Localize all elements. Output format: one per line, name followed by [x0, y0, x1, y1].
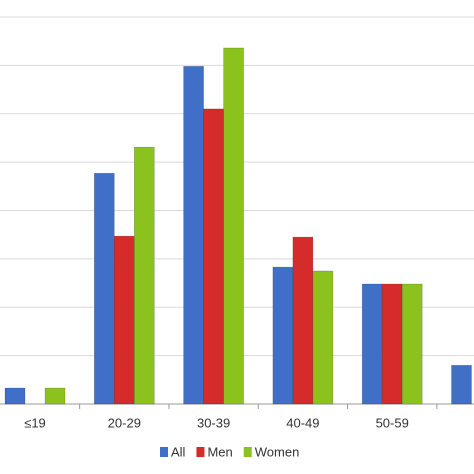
- bar: [381, 283, 403, 405]
- bar: [114, 235, 135, 405]
- legend-label: All: [171, 444, 186, 459]
- legend-label: Men: [207, 444, 232, 459]
- bar: [44, 387, 66, 405]
- x-tick-label: ≤19: [24, 415, 46, 430]
- x-tick-label: 40-49: [286, 415, 319, 430]
- legend-swatch: [243, 447, 252, 457]
- bar: [401, 283, 423, 405]
- legend-swatch: [196, 447, 205, 457]
- bar: [203, 108, 224, 405]
- bar: [292, 236, 314, 405]
- bar: [134, 146, 155, 405]
- bar: [183, 66, 204, 405]
- bar: [361, 283, 383, 405]
- x-tick-label: 30-39: [197, 415, 230, 430]
- bar: [272, 266, 294, 405]
- bar: [451, 364, 472, 405]
- bar: [223, 47, 244, 405]
- x-tick-label: 20-29: [108, 415, 141, 430]
- legend-swatch: [160, 447, 168, 457]
- legend-label: Women: [255, 444, 300, 459]
- bar: [4, 387, 26, 405]
- x-tick-label: 50-59: [376, 415, 409, 430]
- bar: [94, 172, 115, 405]
- bar: [312, 270, 334, 405]
